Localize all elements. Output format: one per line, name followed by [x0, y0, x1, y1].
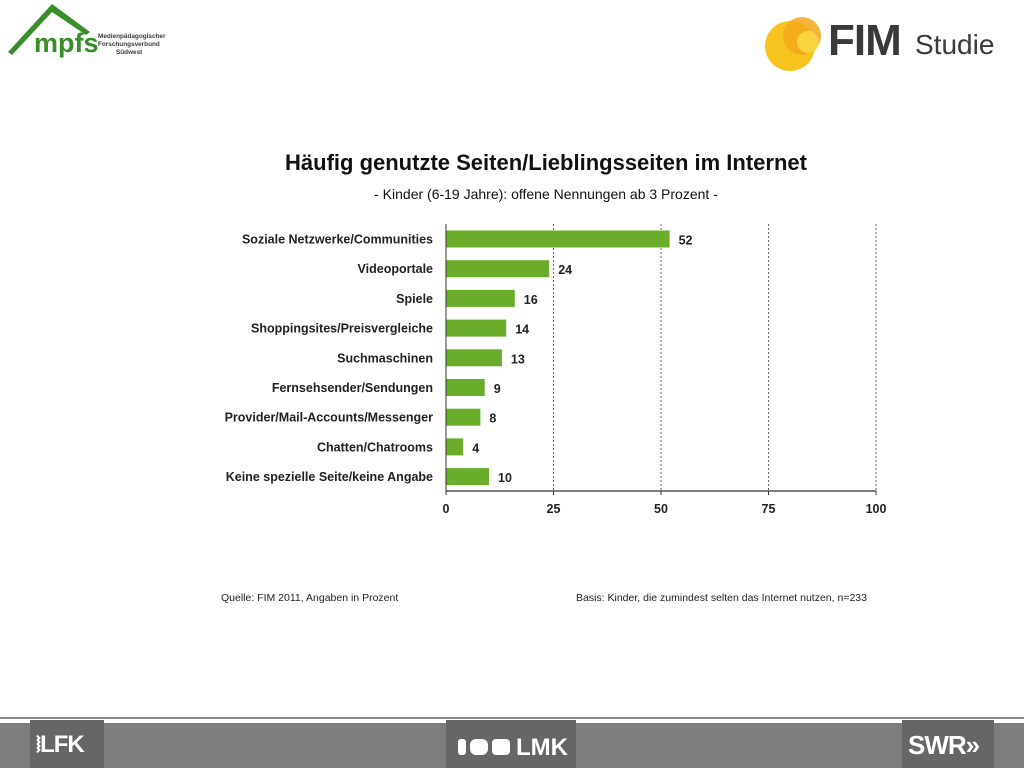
mpfs-logo-word: mpfs [34, 28, 99, 58]
value-label: 9 [494, 382, 501, 396]
category-label: Shoppingsites/Preisvergleiche [251, 322, 433, 336]
value-label: 13 [511, 352, 525, 366]
category-label: Chatten/Chatrooms [317, 440, 433, 454]
bar [446, 230, 670, 248]
bar [446, 468, 489, 486]
x-tick-label: 50 [654, 502, 668, 516]
category-label: Spiele [396, 292, 433, 306]
lmk-logo-text: LMK [516, 734, 568, 761]
category-label: Fernsehsender/Sendungen [272, 381, 433, 395]
bar [446, 260, 550, 278]
bar [446, 319, 507, 337]
gridlines [553, 224, 877, 491]
value-label: 16 [524, 293, 538, 307]
category-label: Videoportale [358, 262, 434, 276]
x-axis: 0 25 50 75 100 [443, 224, 887, 516]
chart-subtitle: - Kinder (6-19 Jahre): offene Nennungen … [374, 186, 718, 202]
x-tick-label: 0 [443, 502, 450, 516]
fim-logo [765, 17, 821, 71]
x-tick-label: 75 [762, 502, 776, 516]
mpfs-logo [8, 4, 90, 55]
swr-logo: SWR» [908, 730, 980, 760]
value-label: 10 [498, 471, 512, 485]
mpfs-sub-line-1: Medienpädagogischer [98, 33, 166, 40]
mpfs-logo-subtitle: Medienpädagogischer Forschungsverbund Sü… [98, 33, 165, 58]
footer-divider [0, 717, 1024, 719]
fim-logo-word: FIM [828, 16, 902, 65]
x-tick-label: 100 [866, 502, 887, 516]
value-label: 24 [558, 263, 572, 277]
bar [446, 438, 464, 456]
x-tick-label: 25 [547, 502, 561, 516]
value-label: 8 [489, 412, 496, 426]
lfk-logo: ⧘LFK [36, 731, 85, 758]
studie-logo-word: Studie [915, 29, 995, 60]
chart-title: Häufig genutzte Seiten/Lieblingsseiten i… [285, 150, 807, 175]
source-note: Quelle: FIM 2011, Angaben in Prozent [221, 592, 399, 604]
bar [446, 379, 485, 396]
value-label: 14 [515, 323, 529, 337]
category-label: Keine spezielle Seite/keine Angabe [226, 470, 433, 484]
category-label: Soziale Netzwerke/Communities [242, 233, 433, 247]
value-label: 4 [472, 441, 479, 455]
mpfs-sub-line-3: Südwest [116, 49, 143, 57]
bar [446, 349, 502, 367]
bar [446, 289, 515, 307]
bar [446, 408, 481, 426]
lfk-logo-text: LFK [40, 731, 85, 758]
basis-note: Basis: Kinder, die zumindest selten das … [576, 592, 867, 604]
category-label: Provider/Mail-Accounts/Messenger [225, 411, 434, 425]
mpfs-sub-line-2: Forschungsverbund [98, 41, 160, 49]
lmk-logo-box [446, 720, 576, 768]
bars: Soziale Netzwerke/Communities 52 Videoport… [225, 230, 693, 486]
swr-logo-box [902, 720, 994, 768]
value-label: 52 [679, 234, 693, 248]
lmk-icon [458, 739, 510, 755]
category-label: Suchmaschinen [337, 351, 433, 365]
lfk-logo-box [30, 720, 104, 768]
swr-logo-text: SWR [908, 730, 967, 760]
